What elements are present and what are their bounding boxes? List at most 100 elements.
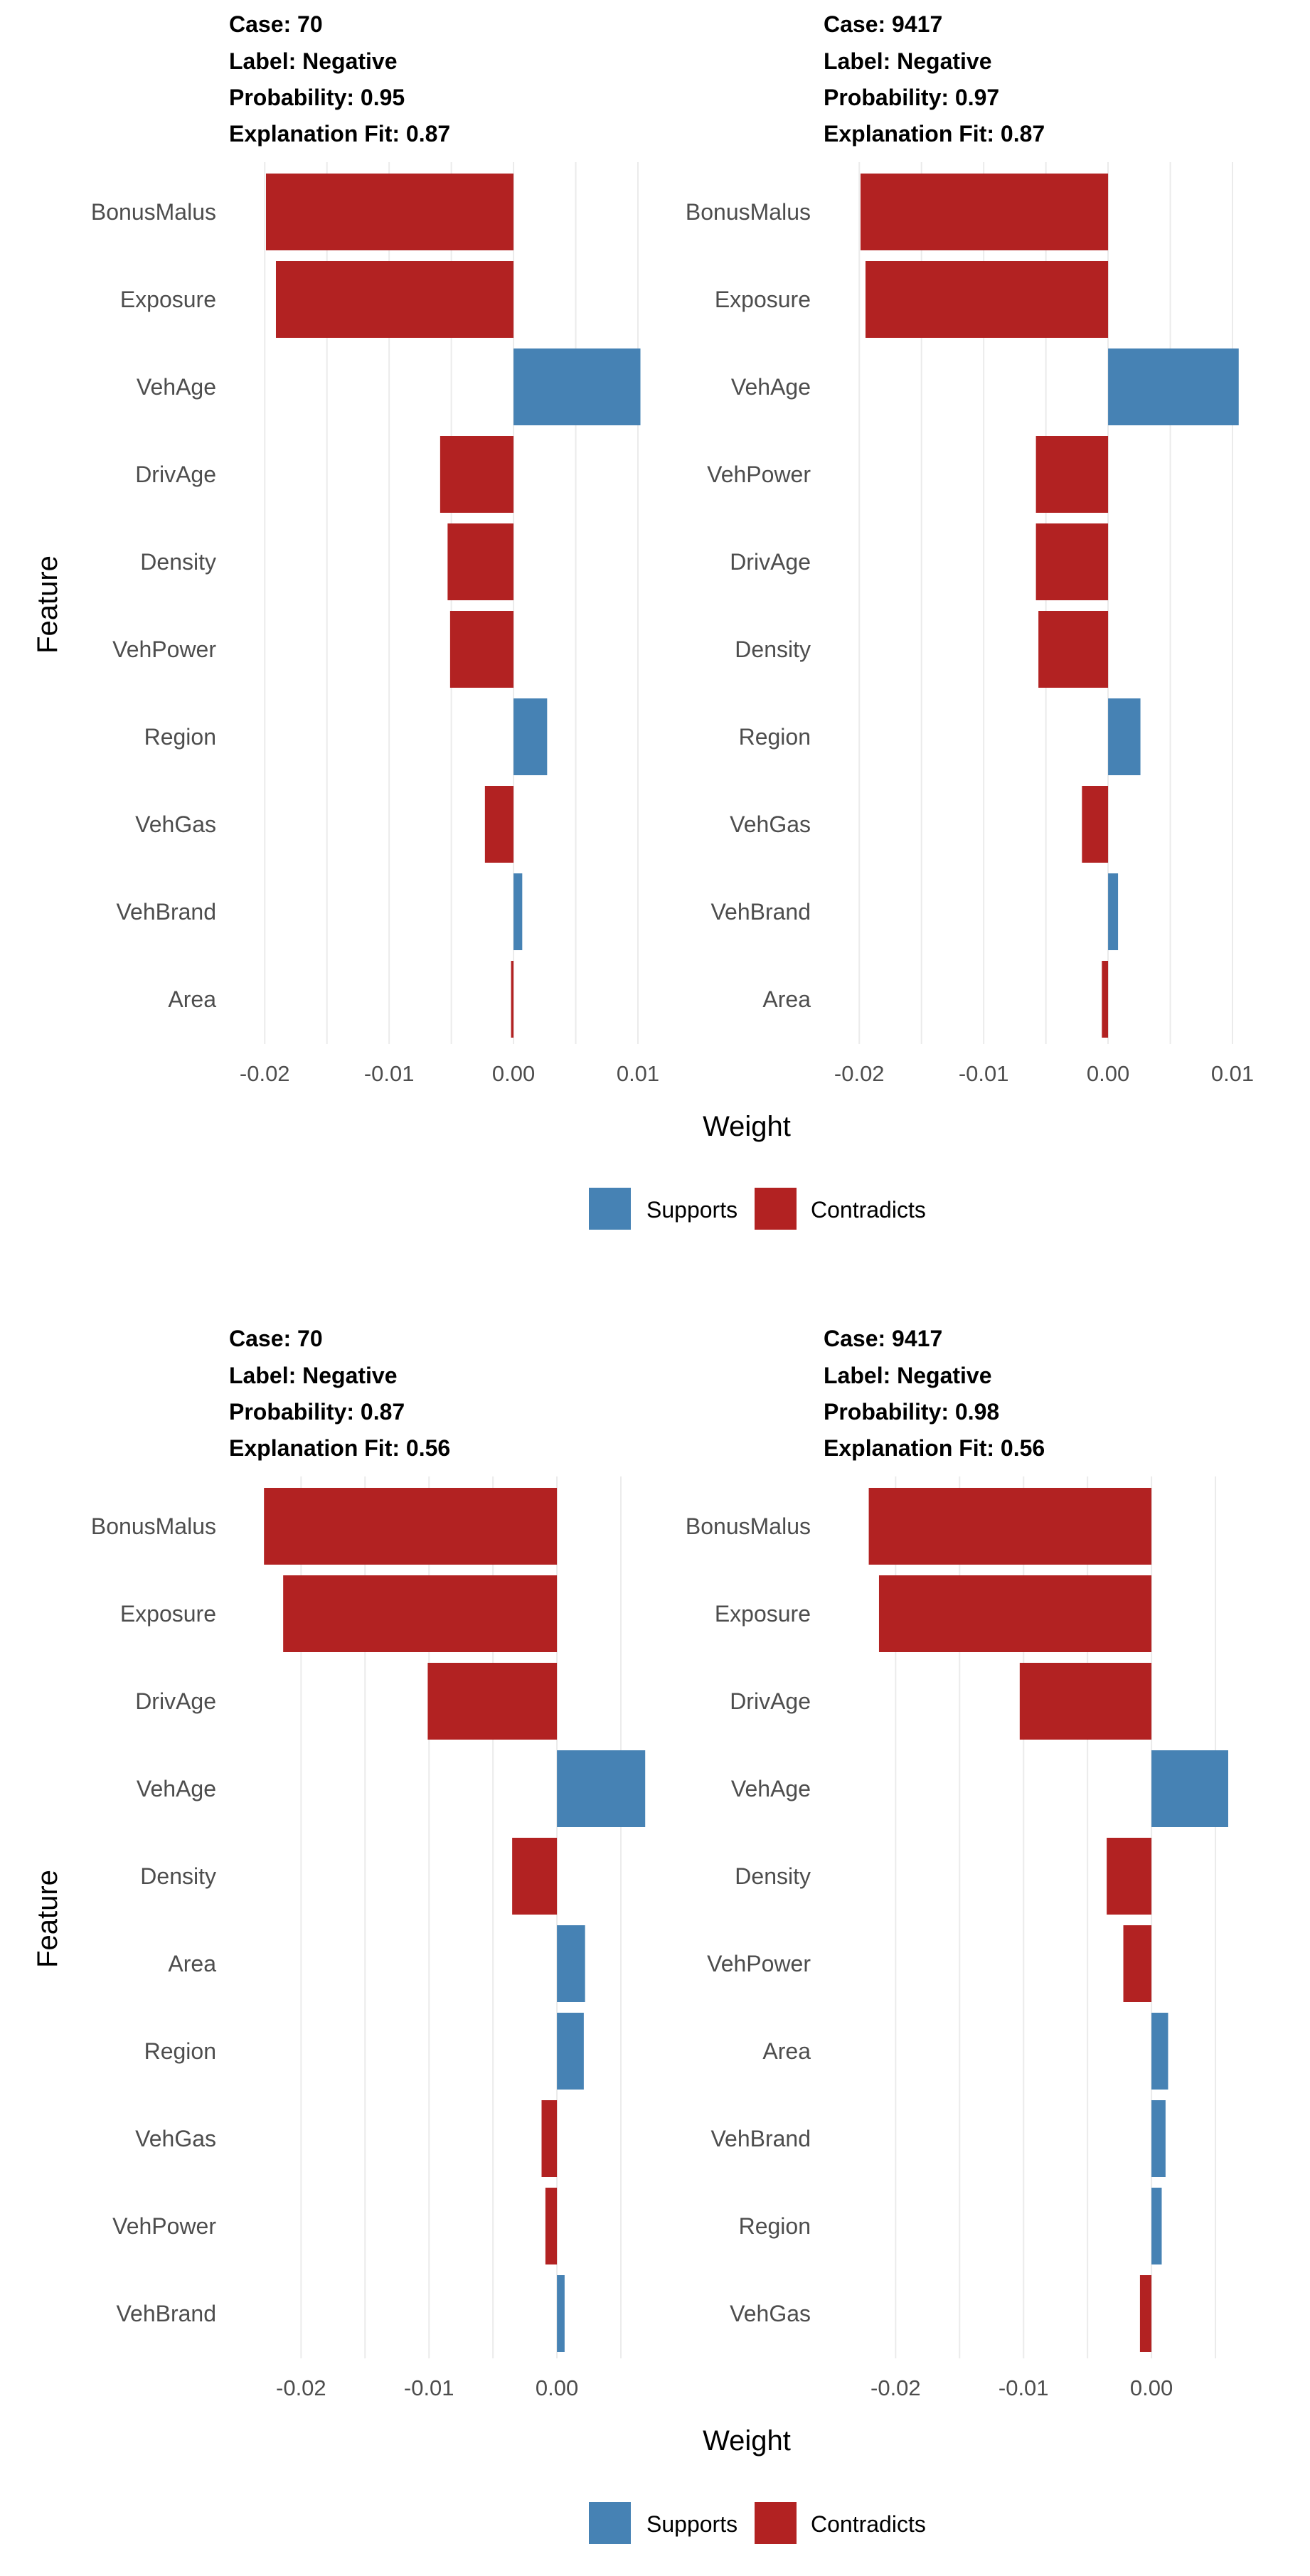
bar-exposure bbox=[878, 1575, 1152, 1652]
legend-swatch-contradicts bbox=[755, 2502, 797, 2544]
feature-label: Exposure bbox=[120, 1601, 216, 1627]
bar-vehpower bbox=[1035, 436, 1109, 513]
panel-1-2: Case: 9417 Label: Negative Probability: 0.… bbox=[686, 11, 1254, 1086]
feature-label: Exposure bbox=[715, 287, 811, 312]
bar-bonusmalus bbox=[860, 174, 1109, 250]
feature-label: BonusMalus bbox=[91, 199, 216, 225]
feature-label: VehBrand bbox=[116, 2301, 216, 2326]
x-tick-label: -0.01 bbox=[404, 2375, 454, 2400]
legend-swatch-supports bbox=[589, 1188, 631, 1230]
panel-header-line: Case: 70 bbox=[229, 11, 323, 37]
x-tick-label: -0.01 bbox=[959, 1061, 1009, 1086]
feature-label: Region bbox=[144, 724, 216, 750]
bar-vehage bbox=[557, 1750, 646, 1827]
feature-label: Area bbox=[168, 1951, 216, 1976]
feature-label: DrivAge bbox=[730, 1688, 811, 1714]
bar-vehpower bbox=[1123, 1925, 1152, 2002]
panel-header-line: Label: Negative bbox=[824, 48, 992, 74]
panel-header-line: Label: Negative bbox=[229, 1363, 398, 1388]
panel-header-line: Label: Negative bbox=[824, 1363, 992, 1388]
feature-label: Exposure bbox=[120, 287, 216, 312]
panel-header-line: Explanation Fit: 0.56 bbox=[229, 1435, 450, 1461]
x-tick-label: 0.00 bbox=[1130, 2375, 1173, 2400]
bar-region bbox=[557, 2013, 584, 2090]
panel-header-line: Case: 9417 bbox=[824, 1326, 942, 1351]
y-axis-title: Feature bbox=[32, 1870, 63, 1968]
panel-header-line: Case: 70 bbox=[229, 1326, 323, 1351]
bar-vehbrand bbox=[513, 873, 523, 950]
panel-header-line: Probability: 0.95 bbox=[229, 85, 405, 110]
bar-area bbox=[1102, 961, 1109, 1038]
bar-vehage bbox=[513, 348, 641, 425]
bar-vehbrand bbox=[557, 2275, 565, 2352]
feature-label: VehGas bbox=[730, 811, 811, 837]
bar-vehage bbox=[1151, 1750, 1229, 1827]
x-tick-label: -0.02 bbox=[834, 1061, 885, 1086]
x-tick-label: -0.02 bbox=[870, 2375, 921, 2400]
bar-area bbox=[511, 961, 514, 1038]
legend-label-supports: Supports bbox=[646, 1197, 737, 1223]
feature-label: Area bbox=[168, 986, 216, 1012]
panel-1-1: Case: 70 Label: Negative Probability: 0.95… bbox=[91, 11, 659, 1086]
feature-label: VehGas bbox=[730, 2301, 811, 2326]
bar-density bbox=[1038, 611, 1109, 688]
panel-header-line: Explanation Fit: 0.87 bbox=[229, 121, 450, 147]
bar-exposure bbox=[275, 261, 514, 338]
bar-density bbox=[1107, 1838, 1152, 1915]
feature-label: VehPower bbox=[112, 2213, 216, 2239]
feature-label: DrivAge bbox=[730, 549, 811, 575]
y-axis-title: Feature bbox=[32, 555, 63, 654]
legend-label-contradicts: Contradicts bbox=[811, 2511, 926, 2537]
bar-region bbox=[1151, 2188, 1162, 2264]
bar-exposure bbox=[283, 1575, 558, 1652]
bar-drivage bbox=[1035, 523, 1109, 600]
feature-label: VehGas bbox=[135, 811, 216, 837]
x-tick-label: 0.01 bbox=[617, 1061, 659, 1086]
bar-vehage bbox=[1108, 348, 1239, 425]
feature-label: DrivAge bbox=[135, 1688, 216, 1714]
bar-drivage bbox=[440, 436, 514, 513]
feature-label: Exposure bbox=[715, 1601, 811, 1627]
panel-2-1: Case: 70 Label: Negative Probability: 0.87… bbox=[91, 1326, 646, 2400]
bar-region bbox=[1108, 698, 1141, 775]
x-tick-label: 0.01 bbox=[1211, 1061, 1254, 1086]
feature-label: VehAge bbox=[731, 374, 811, 400]
bar-drivage bbox=[427, 1663, 558, 1740]
x-tick-label: 0.00 bbox=[536, 2375, 578, 2400]
bar-vehpower bbox=[545, 2188, 558, 2264]
bar-vehgas bbox=[1139, 2275, 1152, 2352]
feature-label: Density bbox=[140, 549, 216, 575]
feature-label: VehPower bbox=[707, 462, 811, 487]
x-tick-label: -0.01 bbox=[999, 2375, 1049, 2400]
x-axis-title: Weight bbox=[703, 1111, 791, 1142]
feature-label: Density bbox=[735, 1863, 811, 1889]
bar-vehgas bbox=[484, 786, 514, 863]
bar-bonusmalus bbox=[868, 1488, 1152, 1565]
feature-label: BonusMalus bbox=[686, 199, 811, 225]
feature-label: VehBrand bbox=[710, 2126, 811, 2151]
x-axis-title: Weight bbox=[703, 2425, 791, 2457]
legend-label-contradicts: Contradicts bbox=[811, 1197, 926, 1223]
feature-label: Region bbox=[739, 2213, 811, 2239]
feature-label: BonusMalus bbox=[686, 1513, 811, 1539]
feature-label: VehAge bbox=[731, 1776, 811, 1801]
bar-drivage bbox=[1019, 1663, 1152, 1740]
feature-label: VehGas bbox=[135, 2126, 216, 2151]
feature-label: DrivAge bbox=[135, 462, 216, 487]
bar-area bbox=[1151, 2013, 1168, 2090]
x-tick-label: 0.00 bbox=[492, 1061, 535, 1086]
feature-label: Density bbox=[140, 1863, 216, 1889]
panel-header-line: Probability: 0.97 bbox=[824, 85, 999, 110]
panel-header-line: Probability: 0.98 bbox=[824, 1399, 999, 1425]
bar-bonusmalus bbox=[265, 174, 514, 250]
bar-bonusmalus bbox=[264, 1488, 558, 1565]
bar-vehbrand bbox=[1151, 2100, 1166, 2177]
feature-label: Area bbox=[762, 2038, 811, 2064]
figure-block-2: Case: 70 Label: Negative Probability: 0.87… bbox=[32, 1326, 1229, 2544]
bar-vehgas bbox=[541, 2100, 558, 2177]
x-tick-label: -0.01 bbox=[364, 1061, 415, 1086]
feature-label: VehBrand bbox=[116, 899, 216, 925]
bar-vehgas bbox=[1082, 786, 1109, 863]
legend-swatch-contradicts bbox=[755, 1188, 797, 1230]
